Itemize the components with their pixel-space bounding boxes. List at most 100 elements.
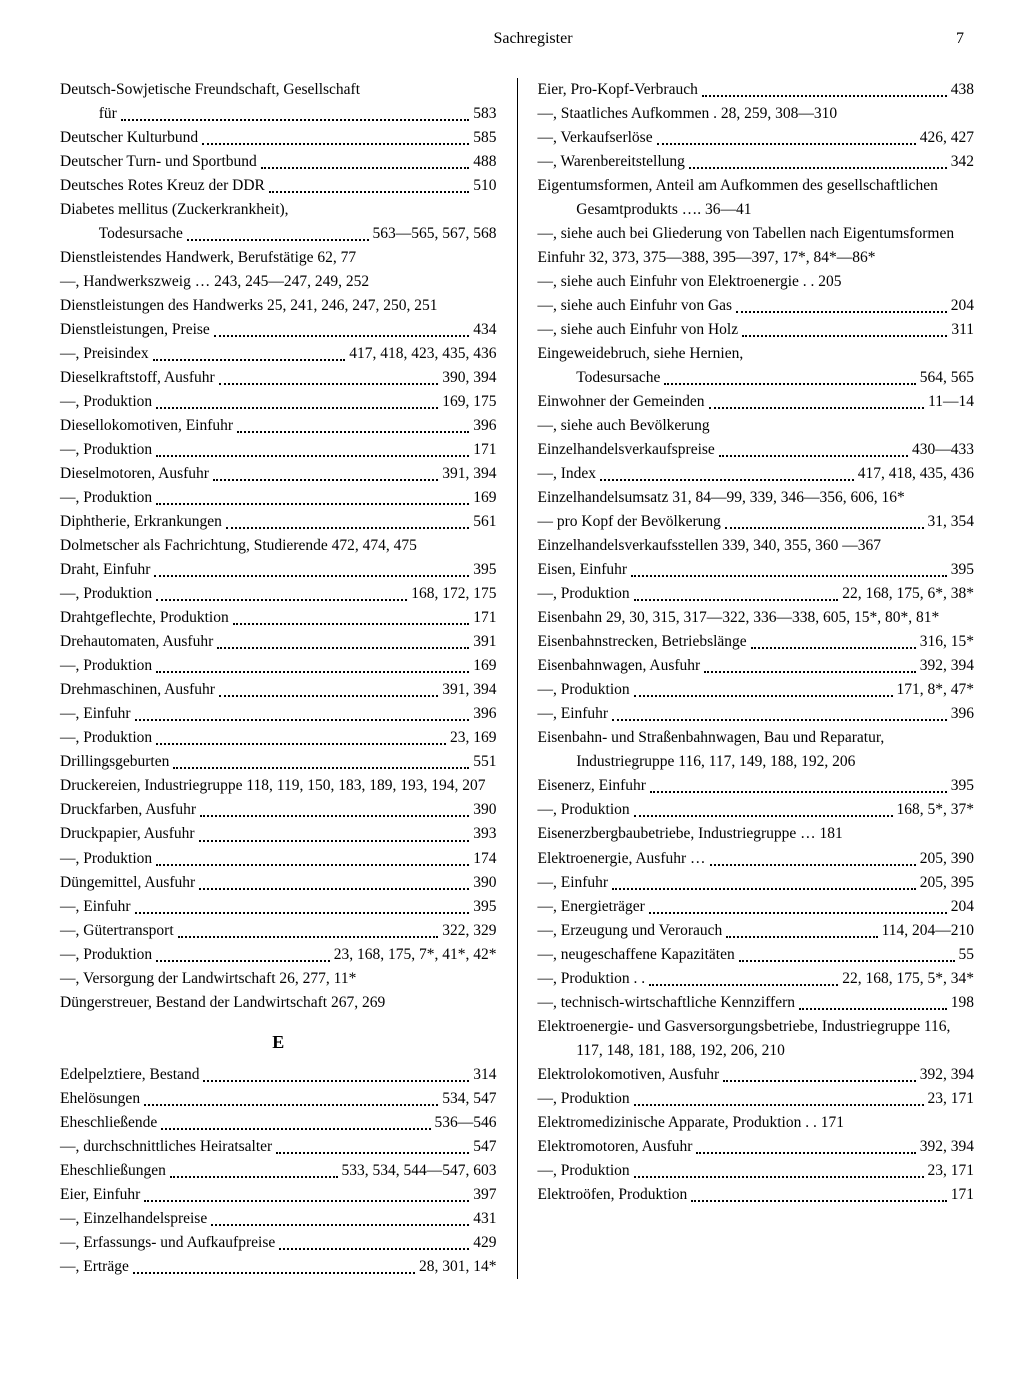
- page-header: Sachregister 7: [60, 30, 974, 48]
- entry-pages: 114, 204—210: [882, 919, 974, 943]
- entry-text: —, Erzeugung und Verorauch: [538, 919, 723, 943]
- entry-text: Edelpelztiere, Bestand: [60, 1063, 199, 1087]
- entry-text: —, Produktion: [60, 943, 152, 967]
- entry-text: —, Erfassungs- und Aufkaufpreise: [60, 1231, 275, 1255]
- entry-pages: 536—546: [435, 1111, 497, 1135]
- index-entry: —, Einfuhr395: [60, 895, 497, 919]
- entry-text: Druckpapier, Ausfuhr: [60, 822, 195, 846]
- entry-text: —, Einfuhr: [538, 871, 609, 895]
- entry-pages: 205, 395: [920, 871, 974, 895]
- entry-pages: 396: [473, 702, 496, 726]
- entry-pages: 547: [473, 1135, 496, 1159]
- index-entry: Elektroenergie, Ausfuhr …205, 390: [538, 847, 975, 871]
- leader-dots: [173, 766, 469, 769]
- entry-text-tail: Todesursache: [99, 222, 183, 246]
- leader-dots: [600, 478, 854, 481]
- leader-dots: [178, 935, 439, 938]
- leader-dots: [742, 334, 947, 337]
- entry-text: —, Einfuhr: [60, 702, 131, 726]
- leader-dots: [709, 406, 925, 409]
- leader-dots: [261, 166, 469, 169]
- leader-dots: [121, 118, 469, 121]
- entry-pages: 171: [473, 606, 496, 630]
- entry-text: Diabetes mellitus (Zuckerkrankheit),: [60, 201, 289, 218]
- index-entry: Eier, Einfuhr397: [60, 1183, 497, 1207]
- entry-pages: 168, 5*, 37*: [897, 798, 975, 822]
- index-entry: Elektroenergie- und Gasversorgungsbetrie…: [538, 1015, 975, 1063]
- index-entry: Elektroöfen, Produktion171: [538, 1183, 975, 1207]
- index-entry: —, durchschnittliches Heiratsalter547: [60, 1135, 497, 1159]
- entry-pages: 396: [951, 702, 974, 726]
- entry-pages: 488: [473, 150, 496, 174]
- entry-text: Düngemittel, Ausfuhr: [60, 871, 195, 895]
- index-entry: —, Produktion23, 171: [538, 1159, 975, 1183]
- entry-pages: 22, 168, 175, 5*, 34*: [842, 967, 974, 991]
- index-entry: —, siehe auch Einfuhr von Holz311: [538, 318, 975, 342]
- leader-dots: [144, 1103, 438, 1106]
- index-entry: —, Gütertransport322, 329: [60, 919, 497, 943]
- entry-text: —, Einfuhr: [538, 702, 609, 726]
- leader-dots: [634, 1175, 924, 1178]
- leader-dots: [702, 94, 947, 97]
- leader-dots: [217, 646, 469, 649]
- entry-text: —, siehe auch Einfuhr von Holz: [538, 318, 739, 342]
- index-entry: Dieselkraftstoff, Ausfuhr390, 394: [60, 366, 497, 390]
- leader-dots: [739, 959, 955, 962]
- index-entry: Deutsch-Sowjetische Freundschaft, Gesell…: [60, 78, 497, 126]
- index-entry: —, Produktion23, 169: [60, 726, 497, 750]
- entry-text: Eisenbahnwagen, Ausfuhr: [538, 654, 701, 678]
- leader-dots: [233, 622, 470, 625]
- entry-pages: 396: [473, 414, 496, 438]
- index-entry: Einwohner der Gemeinden11—14: [538, 390, 975, 414]
- entry-text: Eingeweidebruch, siehe Hernien,: [538, 345, 744, 362]
- index-entry: Elektrolokomotiven, Ausfuhr392, 394: [538, 1063, 975, 1087]
- index-entry: Diesellokomotiven, Einfuhr396: [60, 414, 497, 438]
- entry-text-tail: Todesursache: [576, 366, 660, 390]
- entry-text: Drehmaschinen, Ausfuhr: [60, 678, 215, 702]
- entry-pages: 23, 168, 175, 7*, 41*, 42*: [334, 943, 497, 967]
- index-entry: Dienstleistungen, Preise434: [60, 318, 497, 342]
- entry-pages: 426, 427: [920, 126, 974, 150]
- leader-dots: [156, 454, 469, 457]
- index-entry: —, Warenbereitstellung342: [538, 150, 975, 174]
- leader-dots: [649, 911, 947, 914]
- index-entry: Dienstleistungen des Handwerks 25, 241, …: [60, 294, 497, 318]
- index-entry: Einzelhandelsumsatz 31, 84—99, 339, 346—…: [538, 486, 975, 510]
- leader-dots: [612, 887, 916, 890]
- entry-pages: 391, 394: [442, 678, 496, 702]
- index-entry: —, Produktion168, 5*, 37*: [538, 798, 975, 822]
- column-right: Eier, Pro-Kopf-Verbrauch438—, Staatliche…: [518, 78, 975, 1279]
- index-entry: —, Produktion168, 172, 175: [60, 582, 497, 606]
- entry-text: —, Erträge: [60, 1255, 129, 1279]
- entry-text: —, Handwerkszweig … 243, 245—247, 249, 2…: [60, 270, 369, 294]
- entry-pages: 204: [951, 294, 974, 318]
- entry-text: —, Produktion . .: [538, 967, 646, 991]
- entry-pages: 551: [473, 750, 496, 774]
- entry-text: Eier, Einfuhr: [60, 1183, 140, 1207]
- leader-dots: [135, 911, 470, 914]
- index-entry: Deutscher Kulturbund585: [60, 126, 497, 150]
- index-entry: Dolmetscher als Fachrichtung, Studierend…: [60, 534, 497, 558]
- leader-dots: [156, 863, 469, 866]
- leader-dots: [211, 1223, 469, 1226]
- index-entry: Einzelhandelsverkaufsstellen 339, 340, 3…: [538, 534, 975, 558]
- leader-dots: [199, 839, 470, 842]
- entry-text: —, Produktion: [60, 486, 152, 510]
- index-entry: —, Einfuhr 205, 395: [538, 871, 975, 895]
- entry-pages: 438: [951, 78, 974, 102]
- entry-pages: 11—14: [928, 390, 974, 414]
- index-entry: —, Produktion23, 171: [538, 1087, 975, 1111]
- leader-dots: [799, 1007, 947, 1010]
- entry-pages: 395: [951, 774, 974, 798]
- page-number: 7: [956, 30, 964, 48]
- leader-dots: [726, 935, 877, 938]
- leader-dots: [133, 1271, 415, 1274]
- entry-text: —, Produktion: [538, 1159, 630, 1183]
- leader-dots: [214, 334, 469, 337]
- entry-text: —, Produktion: [60, 390, 152, 414]
- entry-text: Eisenbahnstrecken, Betriebslänge: [538, 630, 747, 654]
- leader-dots: [156, 670, 469, 673]
- entry-text: Dienstleistendes Handwerk, Berufstätige …: [60, 246, 356, 270]
- leader-dots: [723, 1079, 916, 1082]
- index-entry: —, Index417, 418, 435, 436: [538, 462, 975, 486]
